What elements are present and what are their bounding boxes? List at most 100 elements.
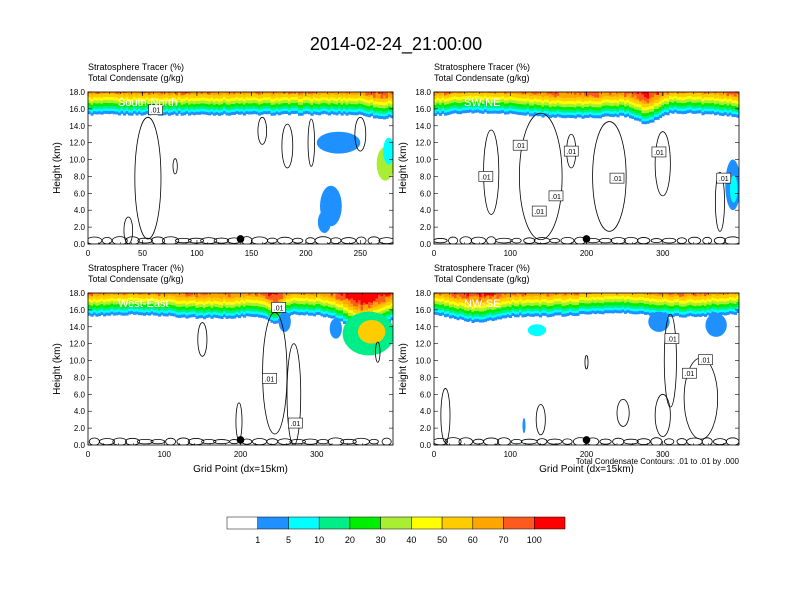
- tracer-band: [626, 293, 630, 296]
- tracer-band: [335, 293, 339, 300]
- tracer-band: [318, 293, 322, 295]
- tracer-band: [378, 293, 382, 304]
- tracer-band: [699, 92, 703, 94]
- surface-contour: [340, 438, 357, 445]
- tracer-band: [534, 293, 538, 297]
- tracer-band: [333, 92, 337, 95]
- tracer-band: [205, 293, 209, 295]
- tracer-band: [288, 293, 292, 296]
- tracer-band: [390, 293, 393, 301]
- tracer-band: [295, 92, 299, 97]
- tracer-band: [313, 293, 317, 300]
- y-tick-label: 6.0: [74, 189, 86, 198]
- y-tick-label: 14.0: [415, 323, 431, 332]
- tracer-band: [536, 293, 540, 300]
- tracer-band: [125, 92, 129, 98]
- surface-contour: [381, 437, 392, 445]
- tracer-band: [449, 92, 453, 98]
- tracer-band: [644, 293, 648, 299]
- tracer-band: [671, 293, 675, 295]
- tracer-band: [711, 293, 715, 298]
- tracer-band: [664, 92, 668, 95]
- tracer-band: [248, 92, 252, 98]
- tracer-band: [559, 293, 563, 295]
- surface-contour: [448, 236, 459, 244]
- tracer-band: [188, 92, 192, 94]
- tracer-band: [586, 92, 590, 97]
- condensate-contour: [663, 313, 677, 408]
- tracer-band: [596, 293, 600, 297]
- tracer-band: [273, 293, 277, 295]
- contour-label-box: [288, 417, 303, 429]
- condensate-contour: [407, 119, 411, 136]
- tracer-band: [526, 92, 530, 98]
- tracer-band: [466, 92, 470, 96]
- tracer-band: [208, 293, 212, 298]
- colorbar-label: 100: [527, 535, 542, 545]
- tracer-band: [634, 92, 638, 101]
- tracer-band: [481, 92, 485, 94]
- tracer-band: [674, 293, 678, 296]
- tracer-band: [140, 293, 144, 294]
- tracer-band: [158, 92, 162, 96]
- tracer-band: [153, 92, 157, 98]
- tracer-band: [340, 293, 344, 301]
- tracer-band: [203, 293, 207, 296]
- tracer-band: [481, 92, 485, 97]
- y-tick-label: 2.0: [420, 223, 432, 232]
- y-tick-label: 0.0: [420, 240, 432, 249]
- tracer-band: [360, 92, 364, 99]
- surface-contour: [483, 437, 500, 445]
- tracer-band: [501, 92, 505, 97]
- tracer-band: [534, 293, 538, 300]
- tracer-band: [288, 92, 292, 94]
- tracer-band: [110, 92, 114, 97]
- tracer-band: [95, 92, 99, 98]
- tracer-band: [135, 293, 139, 295]
- tracer-band: [283, 293, 287, 298]
- tracer-band: [140, 92, 144, 99]
- tracer-band: [170, 92, 174, 95]
- tracer-patch: [705, 313, 727, 337]
- tracer-band: [651, 293, 655, 296]
- contour-label: .01: [265, 376, 275, 383]
- tracer-band: [320, 293, 324, 300]
- surface-contour: [661, 237, 677, 244]
- colorbar-swatch: [441, 516, 474, 530]
- contour-label: .01: [151, 108, 161, 115]
- tracer-band: [260, 92, 264, 98]
- tracer-band: [561, 92, 565, 98]
- tracer-band: [584, 293, 588, 298]
- tracer-band: [335, 92, 339, 96]
- x-tick-label: 200: [299, 249, 313, 258]
- tracer-band: [208, 92, 212, 99]
- tracer-band: [529, 92, 533, 97]
- tracer-band: [664, 293, 668, 296]
- tracer-band: [143, 92, 147, 94]
- tracer-band: [220, 293, 224, 299]
- tracer-band: [664, 92, 668, 99]
- tracer-band: [686, 293, 690, 300]
- tracer-band: [469, 92, 473, 96]
- tracer-band: [526, 293, 530, 300]
- tracer-band: [303, 92, 307, 98]
- tracer-band: [100, 293, 104, 299]
- surface-contour: [355, 236, 367, 244]
- tracer-band: [100, 92, 104, 98]
- tracer-band: [153, 293, 157, 296]
- tracer-band: [439, 293, 443, 296]
- tracer-band: [709, 293, 713, 300]
- tracer-band: [464, 92, 468, 97]
- tracer-band: [499, 92, 503, 94]
- tracer-band: [734, 293, 738, 299]
- contour-label-box: [664, 333, 680, 344]
- condensate-contour: [714, 171, 725, 232]
- tracer-band: [123, 92, 127, 94]
- tracer-band: [491, 92, 495, 94]
- tracer-band: [466, 293, 470, 297]
- tracer-band: [273, 92, 277, 96]
- tracer-band: [300, 293, 304, 295]
- tracer-band: [516, 92, 520, 98]
- tracer-band: [579, 293, 583, 294]
- y-tick-label: 6.0: [74, 390, 86, 399]
